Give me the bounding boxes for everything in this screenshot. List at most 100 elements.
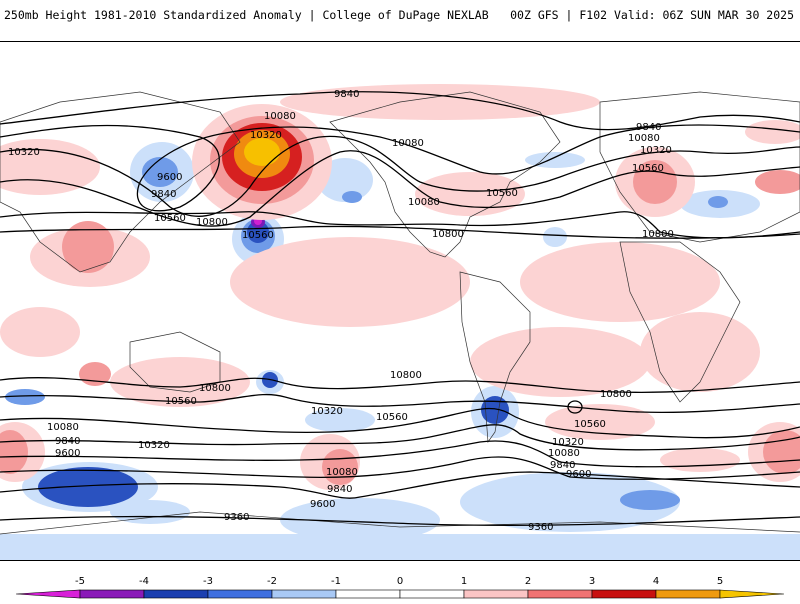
anomaly-blob bbox=[520, 242, 720, 322]
contour-label: 10080 bbox=[326, 467, 358, 478]
anomaly-blob bbox=[755, 170, 800, 194]
contour-label: 10320 bbox=[250, 130, 282, 141]
contour-label: 10800 bbox=[642, 229, 674, 240]
anomaly-blob bbox=[640, 312, 760, 392]
north-america-outline bbox=[329, 91, 561, 258]
contour-label: 10320 bbox=[640, 145, 672, 156]
contour-label: 10800 bbox=[432, 229, 464, 240]
contour-label: 10560 bbox=[154, 213, 186, 224]
contour-label: 10080 bbox=[264, 111, 296, 122]
contour-labels: 9840 10080 10320 10080 9600 9840 10560 1… bbox=[8, 89, 674, 533]
contour-label: 10080 bbox=[628, 133, 660, 144]
anomaly-blob bbox=[708, 196, 728, 208]
colorbar-tick-label: -1 bbox=[331, 576, 341, 587]
contour-label: 10320 bbox=[311, 406, 343, 417]
contour-label: 10800 bbox=[600, 389, 632, 400]
contour-label: 10080 bbox=[392, 138, 424, 149]
anomaly-blob bbox=[280, 84, 600, 120]
contour-label: 10800 bbox=[199, 383, 231, 394]
contour-label: 10800 bbox=[196, 217, 228, 228]
colorbar-tick-label: 3 bbox=[589, 576, 595, 587]
anomaly-blob bbox=[280, 498, 440, 542]
anomaly-blob bbox=[38, 467, 138, 507]
contour-label: 9840 bbox=[151, 189, 176, 200]
contour-label: 9360 bbox=[224, 512, 249, 523]
anomaly-blob bbox=[660, 448, 740, 472]
colorbar-segment bbox=[463, 589, 529, 599]
anomaly-colorbar: -5 -4 -3 -2 -1 0 1 2 3 4 5 bbox=[0, 562, 800, 600]
contour-label: 10560 bbox=[376, 412, 408, 423]
contour-label: 9840 bbox=[550, 460, 575, 471]
colorbar-segment bbox=[399, 589, 465, 599]
colorbar-extension-high bbox=[719, 589, 785, 599]
contour-label: 9600 bbox=[566, 469, 591, 480]
australia-outline bbox=[129, 331, 221, 393]
continent-outlines bbox=[0, 91, 800, 535]
contour-label: 9840 bbox=[636, 122, 661, 133]
colorbar-tick-label: -4 bbox=[139, 576, 149, 587]
anomaly-blob bbox=[247, 221, 269, 243]
anomaly-blob bbox=[305, 408, 375, 432]
height-contours bbox=[0, 91, 800, 526]
contour-label: 9840 bbox=[334, 89, 359, 100]
colorbar-segment bbox=[527, 589, 593, 599]
anomaly-blob bbox=[543, 227, 567, 247]
colorbar-segment bbox=[79, 589, 145, 599]
colorbar-segment bbox=[207, 589, 273, 599]
negative-anomaly-shading bbox=[0, 142, 800, 560]
anomaly-blob bbox=[470, 327, 650, 397]
anomaly-blob bbox=[110, 500, 190, 524]
map-title: 250mb Height 1981-2010 Standardized Anom… bbox=[4, 8, 489, 22]
contour-label: 10800 bbox=[390, 370, 422, 381]
anomaly-blob bbox=[62, 221, 114, 273]
map-canvas: 9840 10080 10320 10080 9600 9840 10560 1… bbox=[0, 84, 800, 560]
anomaly-blob bbox=[142, 157, 178, 187]
colorbar-segment bbox=[655, 589, 721, 599]
anomaly-blob bbox=[763, 430, 800, 474]
contour-label: 10080 bbox=[548, 448, 580, 459]
colorbar-svg: -5 -4 -3 -2 -1 0 1 2 3 4 5 bbox=[15, 576, 785, 599]
anomaly-blob bbox=[342, 191, 362, 203]
contour-label: 10080 bbox=[47, 422, 79, 433]
anomaly-blob bbox=[481, 396, 509, 424]
anomaly-blob bbox=[620, 490, 680, 510]
contour-label: 10320 bbox=[8, 147, 40, 158]
south-america-outline bbox=[459, 271, 531, 444]
colorbar-segment bbox=[591, 589, 657, 599]
contour-label: 10560 bbox=[574, 419, 606, 430]
contour-label: 9600 bbox=[55, 448, 80, 459]
anomaly-blob bbox=[5, 389, 45, 405]
contour-label: 9360 bbox=[528, 522, 553, 533]
header: 250mb Height 1981-2010 Standardized Anom… bbox=[0, 0, 800, 40]
antarctica-outline bbox=[0, 511, 800, 535]
colorbar-segment bbox=[335, 589, 401, 599]
contour-label: 9840 bbox=[327, 484, 352, 495]
anomaly-blob bbox=[0, 534, 800, 560]
model-run-valid-time: 00Z GFS | F102 Valid: 06Z SUN MAR 30 202… bbox=[510, 8, 794, 22]
colorbar-segment bbox=[271, 589, 337, 599]
contour-label: 10080 bbox=[408, 197, 440, 208]
colorbar-tick-label: -3 bbox=[203, 576, 213, 587]
contour-label: 10320 bbox=[552, 437, 584, 448]
colorbar-segment bbox=[143, 589, 209, 599]
contour-label: 10560 bbox=[486, 188, 518, 199]
anomaly-blob bbox=[460, 472, 680, 532]
contour-label: 10560 bbox=[165, 396, 197, 407]
anomaly-blob bbox=[0, 139, 100, 195]
contour-label: 9600 bbox=[310, 499, 335, 510]
colorbar-tick-label: -2 bbox=[267, 576, 277, 587]
anomaly-map: 9840 10080 10320 10080 9600 9840 10560 1… bbox=[0, 41, 800, 561]
positive-anomaly-shading bbox=[0, 84, 800, 490]
contour-label: 10320 bbox=[138, 440, 170, 451]
anomaly-blob bbox=[415, 172, 525, 216]
anomaly-blob bbox=[110, 357, 250, 407]
anomaly-blob bbox=[230, 237, 470, 327]
anomaly-blob bbox=[0, 307, 80, 357]
colorbar-tick-label: 0 bbox=[397, 576, 403, 587]
contour-label: 10560 bbox=[242, 230, 274, 241]
colorbar-tick-label: 2 bbox=[525, 576, 531, 587]
contour-label: 10560 bbox=[632, 163, 664, 174]
contour-label: 9600 bbox=[157, 172, 182, 183]
colorbar-tick-label: -5 bbox=[75, 576, 85, 587]
colorbar-extension-low bbox=[15, 589, 81, 599]
